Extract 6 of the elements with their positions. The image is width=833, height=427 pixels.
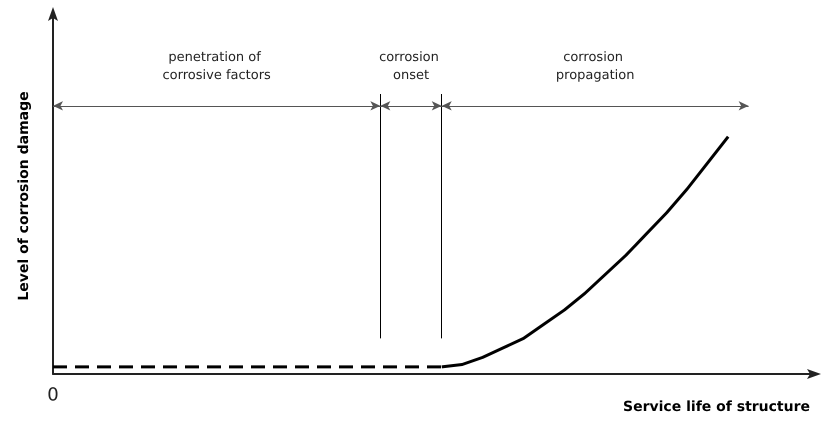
- text: penetration of corrosive factors: [162, 50, 272, 84]
- text: 0: [47, 384, 59, 406]
- x-axis-title: Service life of structure: [623, 399, 810, 415]
- text: corrosion propagation: [556, 50, 634, 84]
- text: corrosion onset: [379, 50, 444, 84]
- y-axis-title: Level of corrosion damage: [16, 91, 32, 301]
